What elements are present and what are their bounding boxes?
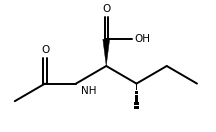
Text: O: O xyxy=(102,4,110,14)
Polygon shape xyxy=(103,39,110,66)
Polygon shape xyxy=(135,91,138,94)
Text: OH: OH xyxy=(134,34,150,44)
Polygon shape xyxy=(134,106,139,109)
Polygon shape xyxy=(135,98,138,102)
Text: O: O xyxy=(41,45,49,55)
Polygon shape xyxy=(135,95,138,98)
Polygon shape xyxy=(136,84,137,87)
Polygon shape xyxy=(134,102,139,105)
Polygon shape xyxy=(136,87,137,90)
Text: NH: NH xyxy=(81,86,97,96)
